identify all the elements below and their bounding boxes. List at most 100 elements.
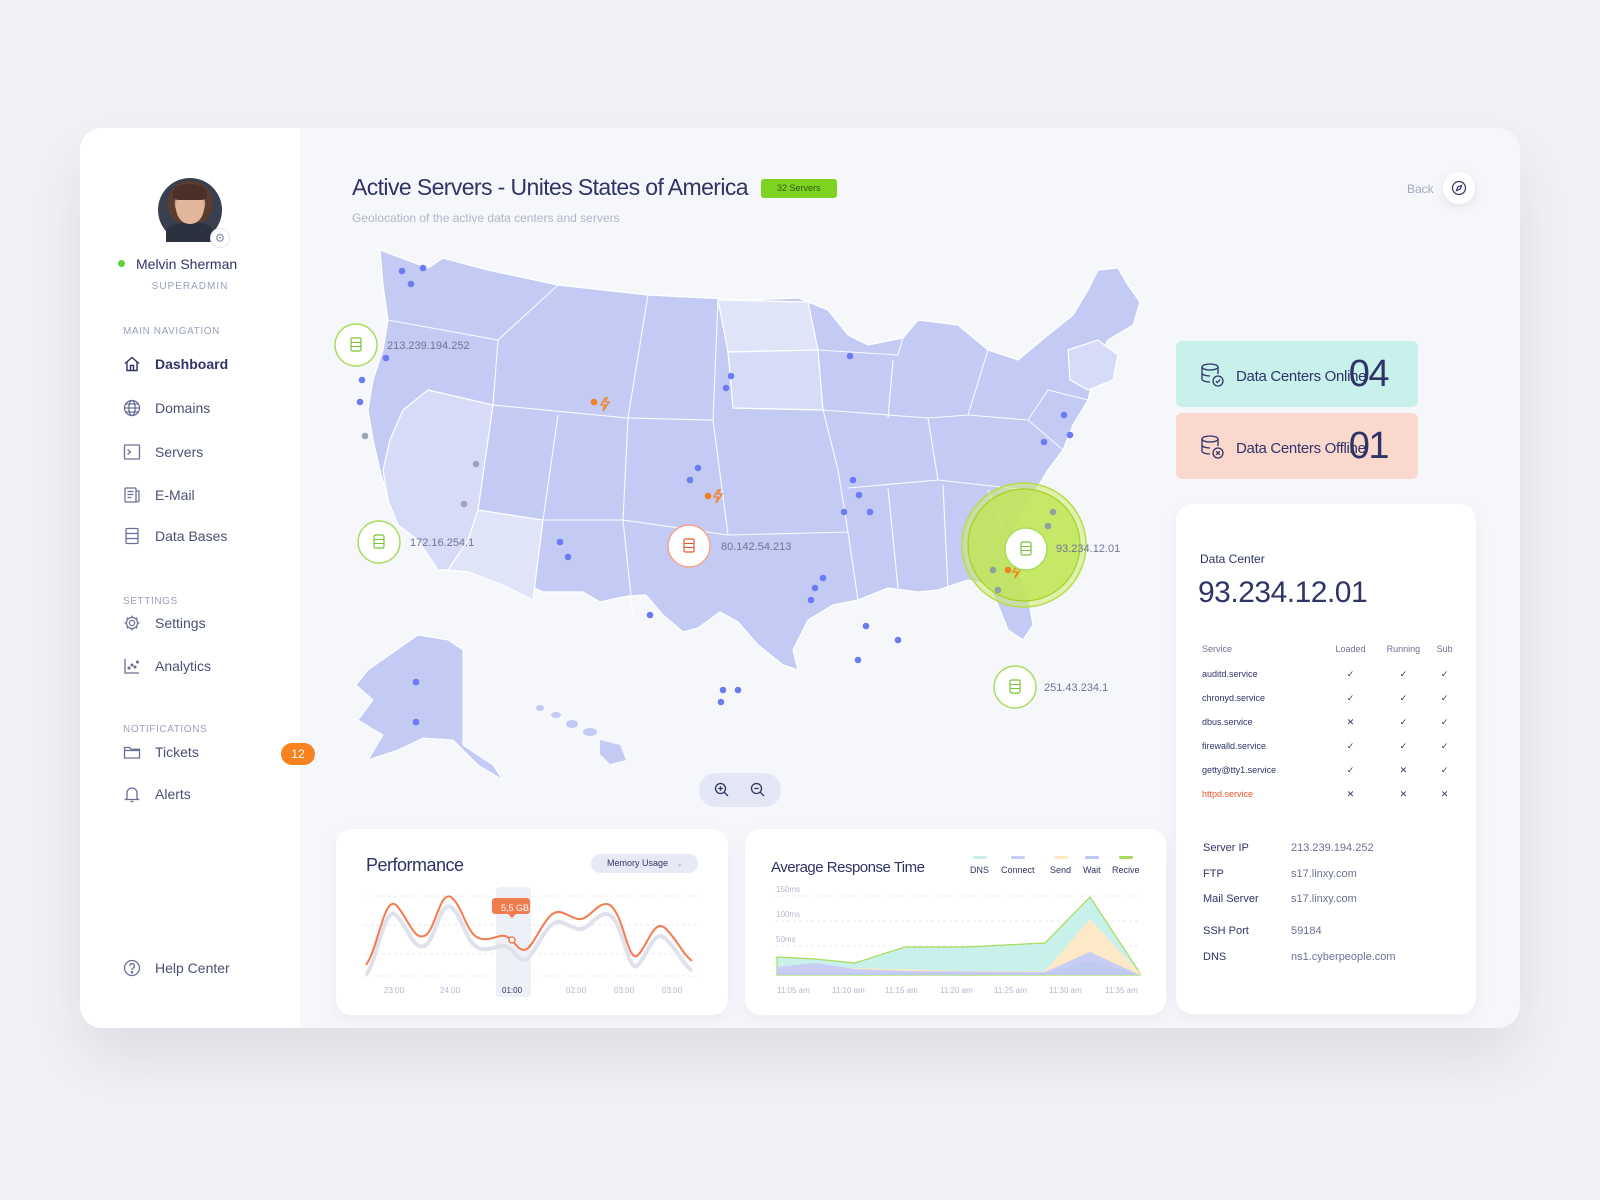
data-centers-online-card[interactable]: Data Centers Online 04 [1176,341,1418,407]
service-name: getty@tty1.service [1202,765,1277,775]
server-marker[interactable] [357,520,401,564]
gear-icon [123,614,141,632]
x-tick-label: 11:30 am [1049,986,1082,995]
legend-item-send[interactable]: Send [1050,856,1071,875]
chevron-down-icon: ⌄ [676,861,683,868]
nav-section-title: MAIN NAVIGATION [123,326,220,337]
running-status: ✕ [1399,764,1408,775]
sub-status: ✓ [1440,668,1449,679]
map-zoom-controls [699,773,781,807]
x-tick-label: 03:00 [614,986,635,995]
table-row[interactable]: chronyd.service ✓ ✓ ✓ [1202,686,1458,710]
y-tick-label: 100ms [776,910,801,919]
data-center-heading: Data Center [1200,552,1265,566]
sidebar-item-label: Domains [155,400,211,416]
avatar[interactable] [158,178,222,242]
back-button[interactable] [1443,172,1475,204]
usa-server-map[interactable]: 213.239.194.252 172.16.254.1 80.142.54.2… [328,240,1248,800]
loaded-status: ✓ [1346,764,1355,775]
zoom-out-icon[interactable] [749,781,767,799]
performance-card: Performance Memory Usage ⌄ 5,5 GB 23:00 … [336,829,728,1015]
tickets-count-badge: 12 [281,743,315,765]
response-title: Average Response Time [771,859,925,876]
mail-icon [123,486,141,504]
server-marker[interactable] [993,665,1037,709]
performance-tooltip: 5,5 GB [500,903,529,913]
data-center-panel: Data Center 93.234.12.01 Service Loaded … [1176,504,1476,1014]
home-icon [123,355,141,373]
back-link[interactable]: Back [1407,182,1434,196]
server-count-badge: 32 Servers [761,179,837,198]
x-tick-label: 11:10 am [832,986,865,995]
average-response-card: Average Response Time DNS Connect Send W… [745,829,1166,1015]
loaded-status: ✓ [1346,692,1355,703]
sidebar-item-label: Servers [155,444,204,460]
x-tick-label: 11:20 am [940,986,973,995]
running-status: ✓ [1399,692,1408,703]
legend-item-dns[interactable]: DNS [970,856,989,875]
table-row[interactable]: getty@tty1.service ✓ ✕ ✓ [1202,758,1458,782]
x-tick-label: 11:05 am [777,986,810,995]
data-centers-offline-card[interactable]: Data Centers Offline 01 [1176,413,1418,479]
legend-item-connect[interactable]: Connect [1001,856,1035,875]
info-value: s17.linxy.com [1291,893,1357,905]
legend-item-wait[interactable]: Wait [1083,856,1101,875]
info-value: 59184 [1291,925,1322,937]
sidebar-item-databases[interactable]: Data Bases [123,523,283,549]
help-center-link[interactable]: Help Center [123,955,283,981]
info-label: Mail Server [1203,893,1259,905]
sidebar-item-email[interactable]: E-Mail [123,482,283,508]
x-tick-label: 11:15 am [885,986,918,995]
response-area-chart[interactable] [745,829,1166,1015]
sidebar-item-alerts[interactable]: Alerts [123,781,283,807]
sidebar-item-servers[interactable]: Servers [123,439,283,465]
info-value: ns1.cyberpeople.com [1291,951,1396,963]
server-ip-label: 251.43.234.1 [1044,682,1109,694]
table-row[interactable]: httpd.service ✕ ✕ ✕ [1202,782,1458,806]
table-row[interactable]: firewalld.service ✓ ✓ ✓ [1202,734,1458,758]
running-status: ✓ [1399,740,1408,751]
gear-icon[interactable]: ⚙ [210,228,230,248]
info-label: FTP [1203,868,1224,880]
sub-status: ✓ [1440,716,1449,727]
performance-line-chart[interactable] [336,829,728,1015]
zoom-in-icon[interactable] [713,781,731,799]
database-icon [123,527,141,545]
terminal-icon [123,443,141,461]
server-marker[interactable] [334,323,378,367]
column-header: Running [1386,644,1421,654]
loaded-status: ✓ [1346,668,1355,679]
sub-status: ✕ [1440,788,1449,799]
database-error-icon [1201,435,1224,459]
info-label: DNS [1203,951,1227,963]
sidebar-item-dashboard[interactable]: Dashboard [123,351,283,377]
legend-label: DNS [970,865,990,875]
user-role: SUPERADMIN [151,281,229,292]
loaded-status: ✓ [1346,740,1355,751]
memory-usage-dropdown[interactable]: Memory Usage ⌄ [591,854,699,873]
y-tick-label: 50ms [776,935,796,944]
server-ip-label: 93.234.12.01 [1056,543,1121,555]
sidebar-item-domains[interactable]: Domains [123,395,283,421]
sub-status: ✓ [1440,692,1449,703]
server-marker-offline[interactable] [667,524,711,568]
sidebar-item-settings[interactable]: Settings [123,610,283,636]
user-name: Melvin Sherman [136,256,238,272]
table-row[interactable]: auditd.service ✓ ✓ ✓ [1202,662,1458,686]
sidebar-item-analytics[interactable]: Analytics [123,653,283,679]
running-status: ✓ [1399,668,1408,679]
sidebar-item-tickets[interactable]: Tickets 12 [123,739,315,765]
service-name: chronyd.service [1202,693,1266,703]
sidebar-item-label: Tickets [155,744,199,760]
analytics-icon [123,657,141,675]
dropdown-value: Memory Usage [607,858,669,868]
globe-icon [123,399,141,417]
folder-icon [123,743,141,761]
server-marker-selected[interactable] [1004,527,1048,571]
legend-item-recive[interactable]: Recive [1112,856,1140,875]
app-window: ⚙ Melvin Sherman SUPERADMIN MAIN NAVIGAT… [80,128,1520,1028]
service-name: httpd.service [1202,789,1254,799]
loaded-status: ✕ [1346,788,1355,799]
bell-icon [123,785,141,803]
table-row[interactable]: dbus.service ✕ ✓ ✓ [1202,710,1458,734]
